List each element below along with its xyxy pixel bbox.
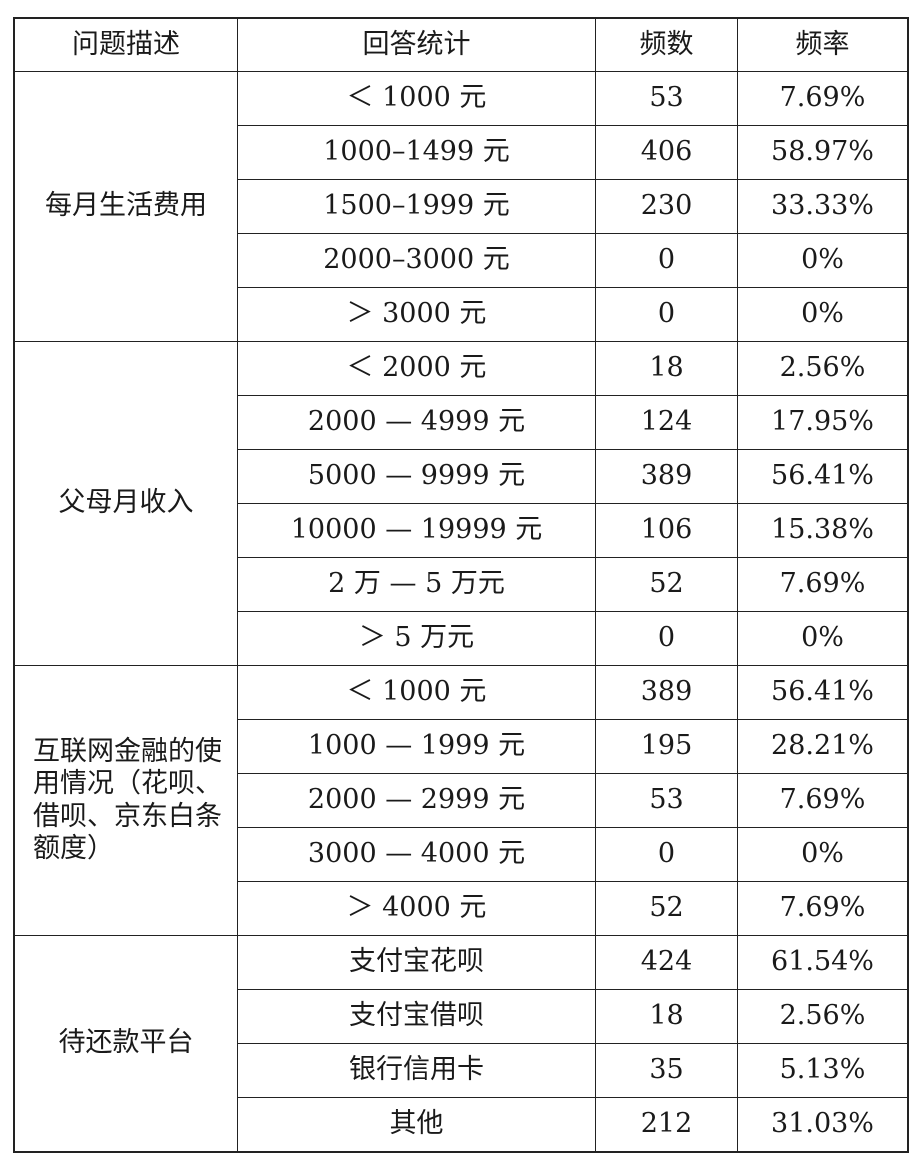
rate-cell: 61.54% (737, 935, 908, 990)
table-row: 2 万 — 5 万元 52 7.69% (15, 557, 908, 612)
rate-cell: 7.69% (737, 881, 908, 936)
count-cell: 52 (595, 557, 738, 612)
answer-cell: ＜ 2000 元 (237, 341, 596, 396)
rate-cell: 2.56% (737, 341, 908, 396)
table-row: ＞ 5 万元 0 0% (15, 611, 908, 666)
rate-cell: 0% (737, 233, 908, 288)
header-question: 问题描述 (14, 18, 238, 72)
answer-cell: ＜ 1000 元 (237, 665, 596, 720)
question-group-label: 待还款平台 (14, 935, 238, 1152)
answer-cell: 1000–1499 元 (237, 125, 596, 180)
count-cell: 389 (595, 665, 738, 720)
count-cell: 18 (595, 341, 738, 396)
question-group-label: 互联网金融的使用情况（花呗、借呗、京东白条额度） (14, 665, 238, 936)
rate-cell: 2.56% (737, 989, 908, 1044)
table-row: 父母月收入＜ 2000 元 18 2.56% (14, 341, 908, 666)
rate-cell: 28.21% (737, 719, 908, 774)
table-row: ＞ 4000 元 52 7.69% (15, 881, 908, 936)
count-cell: 18 (595, 989, 738, 1044)
count-cell: 52 (595, 881, 738, 936)
header-count: 频数 (595, 18, 738, 72)
rate-cell: 0% (737, 827, 908, 882)
answer-cell: 5000 — 9999 元 (237, 449, 596, 504)
count-cell: 0 (595, 611, 738, 666)
table-row: 2000 — 4999 元 124 17.95% (15, 395, 908, 450)
table-row: 其他 212 31.03% (15, 1097, 908, 1152)
count-cell: 124 (595, 395, 738, 450)
survey-table: 问题描述 回答统计 频数 频率 每月生活费用＜ 1000 元 53 7.69% 100… (13, 17, 909, 1153)
count-cell: 106 (595, 503, 738, 558)
count-cell: 424 (595, 935, 738, 990)
answer-cell: 3000 — 4000 元 (237, 827, 596, 882)
table-row: 3000 — 4000 元 0 0% (15, 827, 908, 882)
count-cell: 230 (595, 179, 738, 234)
count-cell: 406 (595, 125, 738, 180)
answer-cell: 1000 — 1999 元 (237, 719, 596, 774)
answer-cell: 支付宝花呗 (237, 935, 596, 990)
answer-cell: 支付宝借呗 (237, 989, 596, 1044)
table-row: 1000 — 1999 元 195 28.21% (15, 719, 908, 774)
count-cell: 0 (595, 827, 738, 882)
rate-cell: 7.69% (737, 557, 908, 612)
header-rate: 频率 (737, 18, 908, 72)
table-body: 每月生活费用＜ 1000 元 53 7.69% 1000–1499 元 406 58.97… (14, 71, 908, 1152)
count-cell: 195 (595, 719, 738, 774)
table-row: 待还款平台 支付宝花呗 424 61.54% (14, 935, 908, 1152)
rate-cell: 15.38% (737, 503, 908, 558)
rate-cell: 0% (737, 611, 908, 666)
question-group-label: 每月生活费用 (14, 71, 238, 342)
rate-cell: 7.69% (737, 773, 908, 828)
count-cell: 0 (595, 287, 738, 342)
rate-cell: 33.33% (737, 179, 908, 234)
answer-cell: 2 万 — 5 万元 (237, 557, 596, 612)
header-row: 问题描述 回答统计 频数 频率 (14, 18, 908, 72)
rate-cell: 56.41% (737, 665, 908, 720)
table-row: 银行信用卡 35 5.13% (15, 1043, 908, 1098)
answer-cell: ＞ 4000 元 (237, 881, 596, 936)
table-row: 5000 — 9999 元 389 56.41% (15, 449, 908, 504)
rate-cell: 56.41% (737, 449, 908, 504)
answer-cell: ＞ 5 万元 (237, 611, 596, 666)
count-cell: 389 (595, 449, 738, 504)
answer-cell: 10000 — 19999 元 (237, 503, 596, 558)
table-row: 每月生活费用＜ 1000 元 53 7.69% (14, 71, 908, 342)
rate-cell: 58.97% (737, 125, 908, 180)
rate-cell: 5.13% (737, 1043, 908, 1098)
rate-cell: 31.03% (737, 1097, 908, 1152)
table-row: ＞ 3000 元 0 0% (15, 287, 908, 342)
rate-cell: 0% (737, 287, 908, 342)
question-group-label: 父母月收入 (14, 341, 238, 666)
answer-cell: 2000 — 4999 元 (237, 395, 596, 450)
answer-cell: 银行信用卡 (237, 1043, 596, 1098)
table-row: 互联网金融的使用情况（花呗、借呗、京东白条额度）＜ 1000 元 389 56.41… (14, 665, 908, 936)
answer-cell: ＞ 3000 元 (237, 287, 596, 342)
answer-cell: 1500–1999 元 (237, 179, 596, 234)
answer-cell: 2000–3000 元 (237, 233, 596, 288)
rate-cell: 7.69% (737, 71, 908, 126)
count-cell: 0 (595, 233, 738, 288)
count-cell: 212 (595, 1097, 738, 1152)
answer-cell: 2000 — 2999 元 (237, 773, 596, 828)
table-row: 1000–1499 元 406 58.97% (15, 125, 908, 180)
count-cell: 53 (595, 71, 738, 126)
answer-cell: ＜ 1000 元 (237, 71, 596, 126)
count-cell: 35 (595, 1043, 738, 1098)
table-row: 10000 — 19999 元 106 15.38% (15, 503, 908, 558)
count-cell: 53 (595, 773, 738, 828)
rate-cell: 17.95% (737, 395, 908, 450)
answer-cell: 其他 (237, 1097, 596, 1152)
header-answer: 回答统计 (237, 18, 596, 72)
